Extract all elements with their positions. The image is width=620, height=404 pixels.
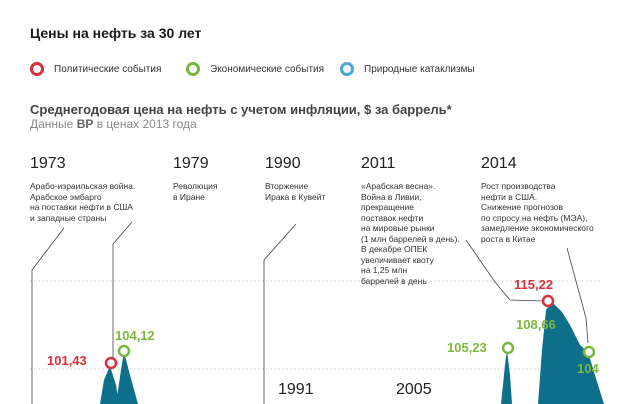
marker-1979-economic xyxy=(117,344,131,358)
marker-2011-political xyxy=(541,294,555,308)
legend-item-natural: Природные катаклизмы xyxy=(340,62,475,76)
data-source: Данные BP в ценах 2013 года xyxy=(30,117,197,131)
green-ring-icon xyxy=(186,62,200,76)
event-description: Революция в Иране xyxy=(173,181,218,202)
legend-item-economic: Экономические события xyxy=(186,62,324,76)
connector-1979 xyxy=(112,221,133,358)
red-ring-icon xyxy=(30,62,44,76)
connector-2014 xyxy=(566,247,589,344)
data-label-value: 115,22 xyxy=(514,277,554,292)
data-label-value: 104,12 xyxy=(115,328,155,343)
legend-label: Политические события xyxy=(54,63,162,75)
data-label-value: 104 xyxy=(577,361,599,376)
marker-2008-economic xyxy=(501,341,515,355)
source-prefix: Данные xyxy=(30,117,74,131)
connector-1973 xyxy=(31,227,65,404)
data-label-value: 101,43 xyxy=(47,353,87,368)
price-area-2011 xyxy=(538,302,604,404)
event-year: 2014 xyxy=(481,155,517,172)
event-description: «Арабская весна». Война в Ливии, прекращ… xyxy=(361,181,460,286)
marker-2014-economic xyxy=(582,345,596,359)
chart-title: Цены на нефть за 30 лет xyxy=(30,25,202,41)
chart-subtitle: Среднегодовая цена на нефть с учетом инф… xyxy=(30,102,452,117)
event-year: 1979 xyxy=(173,155,209,172)
legend-label: Экономические события xyxy=(210,63,325,75)
price-area-2008 xyxy=(501,350,512,404)
marker-1973-political xyxy=(104,356,118,370)
event-description: Арабо-израильская война. Арабское эмбарг… xyxy=(30,181,136,223)
blue-ring-icon xyxy=(340,62,354,76)
event-year: 2011 xyxy=(361,155,396,172)
lower-year: 2005 xyxy=(396,381,432,398)
lower-year: 1991 xyxy=(278,381,314,398)
event-year: 1990 xyxy=(265,155,301,172)
data-label-value: 108,66 xyxy=(516,317,556,332)
source-suffix: в ценах 2013 года xyxy=(96,117,197,131)
event-year: 1973 xyxy=(30,155,66,172)
connector-2011 xyxy=(465,239,543,302)
event-description: Вторжение Ирака в Кувейт xyxy=(265,181,326,202)
legend-item-political: Политические события xyxy=(30,62,161,76)
price-area-1979 xyxy=(116,352,138,404)
price-area-1973 xyxy=(100,366,119,404)
data-label-value: 105,23 xyxy=(447,340,487,355)
source-company: BP xyxy=(76,117,94,131)
event-description: Рост производства нефти в США. Снижение … xyxy=(481,181,594,244)
connector-1990 xyxy=(263,223,297,404)
legend-label: Природные катаклизмы xyxy=(364,63,475,75)
